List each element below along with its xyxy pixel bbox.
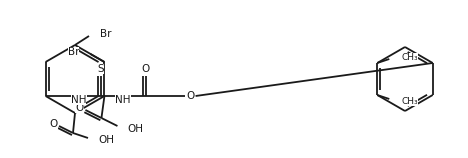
Text: OH: OH — [127, 124, 144, 134]
Text: O: O — [186, 91, 195, 101]
Text: O: O — [141, 64, 150, 74]
Text: Br: Br — [68, 47, 80, 57]
Text: OH: OH — [98, 135, 114, 145]
Text: CH₃: CH₃ — [401, 52, 418, 61]
Text: NH: NH — [115, 95, 130, 105]
Text: O: O — [50, 119, 58, 129]
Text: O: O — [75, 103, 84, 113]
Text: Br: Br — [100, 29, 111, 39]
Text: S: S — [97, 64, 104, 74]
Text: NH: NH — [71, 95, 86, 105]
Text: CH₃: CH₃ — [401, 97, 418, 106]
